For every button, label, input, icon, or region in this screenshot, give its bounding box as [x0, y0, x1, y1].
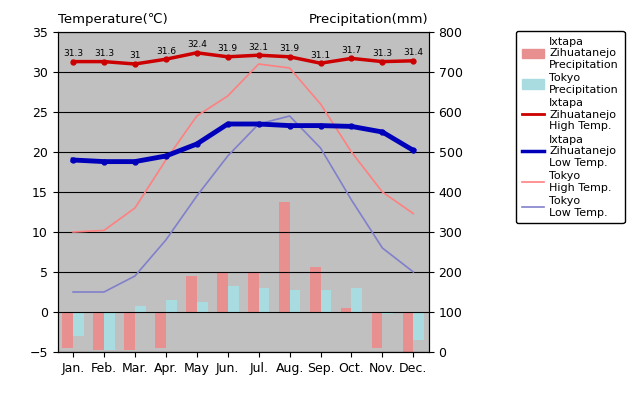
- Text: Precipitation(mm): Precipitation(mm): [309, 13, 429, 26]
- Text: 31.6: 31.6: [156, 46, 176, 56]
- Bar: [351, 288, 362, 312]
- Bar: [186, 276, 196, 312]
- Bar: [196, 302, 207, 312]
- Text: 31: 31: [129, 51, 141, 60]
- Bar: [259, 288, 269, 312]
- Bar: [372, 312, 382, 348]
- Bar: [321, 290, 332, 312]
- Text: 31.4: 31.4: [403, 48, 423, 57]
- Text: 31.3: 31.3: [63, 49, 83, 58]
- Bar: [62, 312, 73, 348]
- Bar: [217, 272, 228, 312]
- Bar: [124, 312, 135, 350]
- Bar: [73, 312, 84, 336]
- Bar: [279, 202, 289, 312]
- Text: Temperature(℃): Temperature(℃): [58, 13, 167, 26]
- Bar: [248, 272, 259, 312]
- Text: 31.9: 31.9: [218, 44, 238, 53]
- Text: 31.7: 31.7: [341, 46, 362, 55]
- Text: 31.1: 31.1: [310, 51, 331, 60]
- Bar: [166, 300, 177, 312]
- Bar: [340, 308, 351, 312]
- Text: 31.3: 31.3: [94, 49, 114, 58]
- Bar: [403, 312, 413, 352]
- Text: 31.9: 31.9: [280, 44, 300, 53]
- Text: 31.3: 31.3: [372, 49, 392, 58]
- Bar: [93, 312, 104, 350]
- Bar: [135, 306, 146, 312]
- Bar: [228, 286, 239, 312]
- Bar: [155, 312, 166, 348]
- Bar: [413, 312, 424, 340]
- Bar: [289, 290, 300, 312]
- Bar: [382, 312, 393, 314]
- Text: 32.1: 32.1: [249, 42, 269, 52]
- Bar: [310, 267, 321, 312]
- Text: 32.4: 32.4: [187, 40, 207, 49]
- Legend: Ixtapa
Zihuatanejo
Precipitation, Tokyo
Precipitation, Ixtapa
Zihuatanejo
High T: Ixtapa Zihuatanejo Precipitation, Tokyo …: [516, 31, 625, 223]
- Bar: [104, 312, 115, 350]
